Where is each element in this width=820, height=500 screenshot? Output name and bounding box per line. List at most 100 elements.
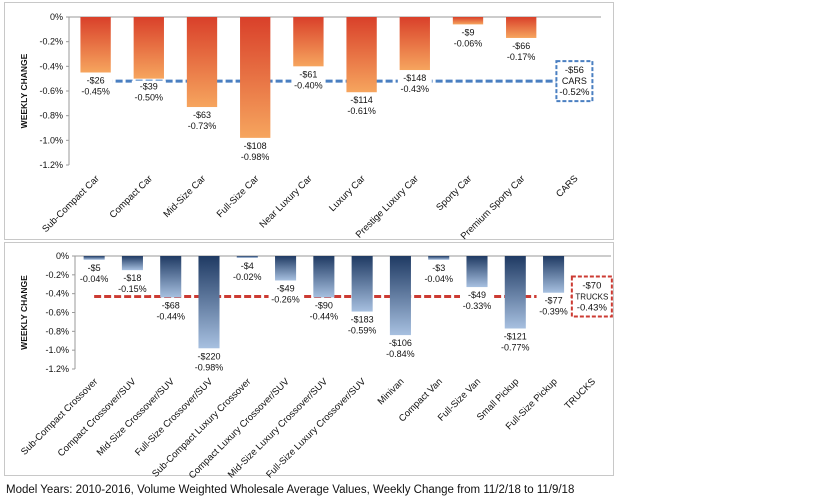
cars-y-tick-label: 0% [50,12,63,22]
trucks-bar [83,256,105,260]
trucks-bar-label-bg [306,299,341,323]
trucks-y-tick-label: -1.0% [45,345,69,355]
trucks-bar-label: -$49-0.26% [268,282,303,306]
cars-bar [80,17,111,73]
trucks-dollar-label: -$49 [277,283,295,293]
trucks-bar [351,256,373,312]
cars-pct-label: -0.40% [294,80,323,90]
cars-bar [133,17,164,79]
trucks-dollar-label: -$3 [432,263,445,273]
cars-category-label: CARS [554,173,580,199]
trucks-chart-panel: 0% -0.2% -0.4% -0.6% -0.8% -1.0% -1.2% WEEKLY C… [4,242,614,481]
cars-bar-label-bg [504,39,539,63]
cars-bar [186,17,218,108]
trucks-y-tick-label: -1.2% [45,364,69,374]
cars-dollar-label: -$114 [350,95,372,105]
trucks-bar-label: -$90-0.44% [306,299,341,323]
trucks-dollar-label: -$5 [88,263,101,273]
cars-category-label: Sub-Compact Car [40,173,102,235]
cars-pct-label: -0.50% [135,93,164,103]
trucks-bar-label: -$3-0.04% [421,261,456,285]
trucks-y-axis-label: WEEKLY CHANGE [19,275,29,350]
cars-bar [240,17,271,138]
cars-y-tick-label: -0.2% [39,37,63,47]
trucks-dollar-label: -$106 [389,338,412,348]
trucks-y-tick-label: -0.2% [45,270,69,280]
cars-dollar-label: -$66 [512,41,530,51]
trucks-y-tick-label: -0.6% [45,308,69,318]
trucks-pct-label: -0.39% [539,307,568,317]
trucks-bar-label-bg [115,272,150,296]
cars-dollar-label: -$148 [403,73,426,83]
cars-bar-label-bg [238,139,273,163]
trucks-average-pct: -0.43% [577,302,608,313]
cars-average-dollar: -$56 [565,65,584,76]
cars-bar-label: -$108-0.98% [238,139,273,163]
trucks-bar [466,256,488,288]
trucks-bar [313,256,335,298]
trucks-pct-label: -0.04% [424,274,453,284]
cars-y-tick-label: -1.2% [39,160,63,170]
cars-average-name: CARS [562,76,587,86]
cars-bar-label: -$66-0.17% [504,39,539,63]
cars-bar-label-bg [451,26,485,50]
trucks-category-label: TRUCKS [563,376,598,411]
trucks-bar-label: -$4-0.02% [230,259,265,283]
cars-bar-label: -$63-0.73% [185,109,219,133]
trucks-dollar-label: -$18 [123,273,141,283]
trucks-bar-label-bg [421,261,456,285]
trucks-dollar-label: -$4 [241,261,254,271]
cars-bar-label: -$39-0.50% [131,80,166,104]
cars-bar-label: -$9-0.06% [451,26,485,50]
cars-dollar-label: -$39 [140,82,158,92]
trucks-bar [428,256,450,260]
trucks-pct-label: -0.26% [271,294,300,304]
trucks-y-tick-label: -0.8% [45,326,69,336]
chart-footnote: Model Years: 2010-2016, Volume Weighted … [6,484,575,496]
trucks-bar [160,256,182,298]
trucks-pct-label: -0.84% [386,349,415,359]
trucks-category-label: Full-Size Crossover/SUV [133,376,216,459]
trucks-bar-label: -$5-0.04% [77,261,112,285]
cars-pct-label: -0.17% [507,52,536,62]
cars-category-label: Full-Size Car [215,173,262,220]
trucks-bar-label-bg [345,313,380,337]
cars-y-tick-label: -0.6% [39,86,63,96]
cars-bar-label-bg [78,74,113,98]
trucks-pct-label: -0.02% [233,272,262,282]
cars-average-pct: -0.52% [559,87,590,98]
cars-bar-label: -$148-0.43% [397,72,432,96]
trucks-bar [236,256,258,258]
cars-bar-label-bg [185,109,219,133]
cars-bar [346,17,377,93]
trucks-bar [121,256,143,271]
cars-dollar-label: -$63 [193,110,211,120]
cars-bar-label-bg [344,94,379,118]
trucks-bar-label-bg [383,337,418,361]
cars-pct-label: -0.06% [454,38,483,48]
cars-category-label: Compact Car [108,173,155,220]
cars-bar [399,17,430,71]
trucks-chart: 0% -0.2% -0.4% -0.6% -0.8% -1.0% -1.2% WEEKLY C… [19,251,613,481]
cars-category-label: Luxury Car [327,173,368,214]
cars-pct-label: -0.61% [347,106,376,116]
trucks-category-label: Mid-Size Crossover/SUV [95,376,178,459]
trucks-bar [543,256,565,293]
trucks-bar-label-bg [153,299,188,323]
cars-bar-label: -$61-0.40% [291,68,326,92]
trucks-dollar-label: -$121 [504,332,527,342]
trucks-dollar-label: -$49 [468,290,486,300]
trucks-dollar-label: -$183 [351,315,374,325]
trucks-bar-label-bg [230,259,265,283]
cars-pct-label: -0.73% [188,121,217,131]
cars-pct-label: -0.98% [241,152,270,162]
trucks-pct-label: -0.44% [310,311,339,321]
trucks-bar-label: -$49-0.33% [460,289,494,313]
cars-pct-label: -0.43% [401,84,430,94]
cars-bar-label-bg [131,80,166,104]
cars-bar [506,17,537,38]
trucks-pct-label: -0.59% [348,326,377,336]
trucks-bar-label: -$220-0.98% [192,350,226,374]
trucks-y-tick-label: 0% [56,251,69,261]
trucks-category-label: Minivan [376,376,407,407]
